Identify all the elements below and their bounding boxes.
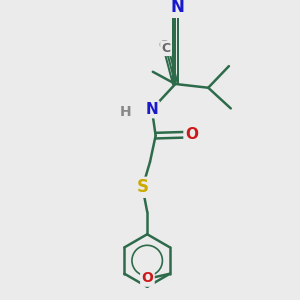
Text: O: O bbox=[185, 127, 198, 142]
Text: C: C bbox=[161, 42, 170, 55]
Text: S: S bbox=[136, 178, 148, 196]
Text: N: N bbox=[170, 0, 184, 16]
Text: H: H bbox=[120, 105, 131, 119]
Text: C: C bbox=[159, 39, 168, 52]
Text: O: O bbox=[142, 272, 153, 285]
Text: N: N bbox=[146, 102, 158, 117]
